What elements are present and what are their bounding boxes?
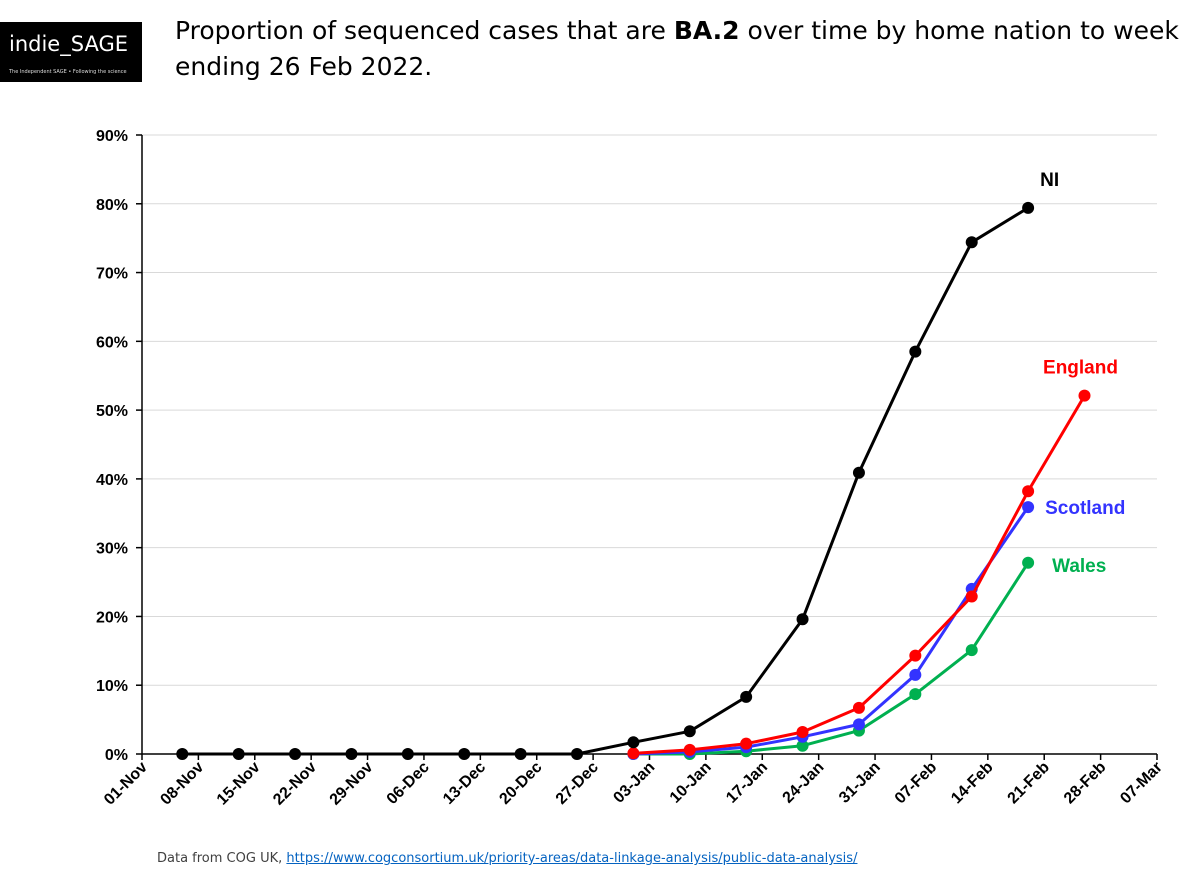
series-label-england: England <box>1043 358 1118 379</box>
data-point-ni <box>514 748 527 760</box>
title-text-start: Proportion of sequenced cases that are <box>175 16 674 45</box>
x-tick-label: 07-Feb <box>892 759 941 808</box>
source-prefix: Data from COG UK, <box>157 851 287 866</box>
series-labels: NI England Scotland Wales <box>1040 170 1125 577</box>
y-tick-label: 60% <box>96 334 128 351</box>
data-point-ni <box>909 345 922 358</box>
x-tick-label: 06-Dec <box>384 759 433 808</box>
source-note: Data from COG UK, https://www.cogconsort… <box>157 851 857 866</box>
y-tick-label: 0% <box>105 747 128 764</box>
data-point-wales <box>1022 556 1035 569</box>
data-point-ni <box>852 466 865 479</box>
x-tick-label: 27-Dec <box>553 759 602 808</box>
y-tick-label: 50% <box>96 403 128 420</box>
indie-sage-logo: indie_SAGE The Independent SAGE • Follow… <box>0 22 142 82</box>
data-point-england <box>683 743 696 756</box>
y-tick-label: 30% <box>96 541 128 558</box>
x-tick-label: 13-Dec <box>440 759 489 808</box>
data-point-scotland <box>1022 501 1035 514</box>
data-point-ni <box>289 748 302 760</box>
data-point-ni <box>571 748 583 760</box>
x-tick-label: 29-Nov <box>327 759 377 809</box>
data-point-ni <box>683 725 696 738</box>
x-tick-label: 14-Feb <box>948 759 997 808</box>
logo-tagline: The Independent SAGE • Following the sci… <box>9 69 127 75</box>
data-point-england <box>1022 485 1035 498</box>
title-variant-name: BA.2 <box>673 16 740 45</box>
data-point-wales <box>909 688 922 701</box>
y-tick-label: 40% <box>96 472 128 489</box>
x-tick-label: 03-Jan <box>610 759 658 807</box>
data-point-ni <box>1022 201 1035 214</box>
series-line-england <box>631 394 1086 755</box>
series-england <box>627 389 1091 760</box>
y-tick-label: 80% <box>96 197 128 214</box>
y-tick-label: 70% <box>96 266 128 283</box>
x-tick-label: 01-Nov <box>101 759 151 809</box>
x-tick-label: 10-Jan <box>667 759 715 807</box>
x-tick-label: 31-Jan <box>836 759 884 807</box>
data-point-england <box>740 737 753 750</box>
data-point-england <box>1078 389 1091 402</box>
series-line-scotland <box>631 505 1030 756</box>
source-link[interactable]: https://www.cogconsortium.uk/priority-ar… <box>286 851 858 866</box>
logo-text: indie_SAGE <box>9 32 128 56</box>
data-point-ni <box>627 736 640 749</box>
gridlines <box>142 134 1157 686</box>
data-point-ni <box>740 690 753 703</box>
data-point-england <box>852 701 865 714</box>
series-ni <box>176 201 1035 760</box>
x-tick-label: 17-Jan <box>723 759 771 807</box>
data-point-england <box>627 747 640 760</box>
data-point-ni <box>345 748 358 760</box>
x-tick-label: 24-Jan <box>780 759 828 807</box>
data-point-ni <box>176 748 189 760</box>
data-point-england <box>965 590 978 603</box>
series-lines <box>176 201 1091 760</box>
x-tick-label: 15-Nov <box>214 759 264 809</box>
series-line-wales <box>631 561 1030 756</box>
x-tick-label: 07-Mar <box>1117 759 1165 807</box>
data-point-wales <box>965 644 978 657</box>
x-tick-label: 28-Feb <box>1061 759 1110 808</box>
data-point-wales <box>796 739 809 752</box>
series-label-scotland: Scotland <box>1045 498 1125 519</box>
series-label-wales: Wales <box>1052 556 1106 577</box>
series-label-ni: NI <box>1040 170 1059 191</box>
data-point-scotland <box>909 668 922 681</box>
x-tick-label: 22-Nov <box>270 759 320 809</box>
x-tick-label: 21-Feb <box>1005 759 1054 808</box>
y-tick-label: 10% <box>96 678 128 695</box>
data-point-scotland <box>852 718 865 731</box>
data-point-ni <box>232 748 245 760</box>
y-tick-label: 90% <box>96 128 128 145</box>
x-tick-label: 20-Dec <box>496 759 545 808</box>
data-point-ni <box>796 613 809 626</box>
data-point-ni <box>458 748 471 760</box>
y-tick-label: 20% <box>96 609 128 626</box>
chart-title: Proportion of sequenced cases that are B… <box>175 13 1185 85</box>
title-text-end: over time by home nation to week ending … <box>175 16 1179 81</box>
data-point-england <box>796 725 809 738</box>
data-point-ni <box>401 748 414 760</box>
data-point-ni <box>965 236 978 249</box>
data-point-england <box>909 649 922 662</box>
x-tick-label: 08-Nov <box>157 759 207 809</box>
series-line-ni <box>180 206 1030 756</box>
axes: 0% 10% 20% 30% 40% 50% 60% 70% 80% 90% 01-Nov 08-No… <box>96 128 1166 809</box>
